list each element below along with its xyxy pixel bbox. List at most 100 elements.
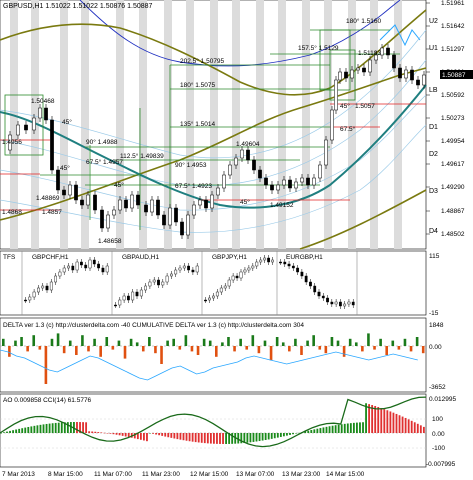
time-axis[interactable]: 7 Mar 2013 8 Mar 15:00 11 Mar 07:00 11 Mar … <box>2 471 365 478</box>
ao-bar <box>176 433 179 440</box>
delta-bar <box>409 346 413 352</box>
ao-bar <box>185 433 188 441</box>
ao-bar <box>316 428 319 433</box>
delta-bar <box>275 337 279 346</box>
delta-bar <box>300 346 303 355</box>
ann-45-5: 45° <box>340 102 350 110</box>
ao-bar <box>304 431 307 433</box>
ao-bar <box>298 432 301 434</box>
price-tick: 1.50592 <box>441 92 465 99</box>
ao-bar <box>334 425 337 433</box>
ann-90-2: 90° 1.4953 <box>175 161 207 169</box>
delta-bar <box>129 338 133 346</box>
ao-bar <box>322 427 325 433</box>
ann-15057: 1.5057 <box>355 103 375 110</box>
tfs-candles <box>24 255 355 309</box>
delta-bar <box>348 338 352 346</box>
ao-bar <box>88 431 91 433</box>
price-axis[interactable]: 1.519611.516421.512971.510011.505921.502… <box>426 0 465 238</box>
ao-bar <box>343 423 346 433</box>
ao-bar <box>359 422 361 433</box>
delta-bar <box>397 346 401 350</box>
ao-bar <box>149 433 151 434</box>
delta-bar <box>26 346 29 352</box>
ao-bar <box>209 433 212 444</box>
ao-bar <box>325 426 328 433</box>
ao-bar <box>0 433 2 434</box>
ao-bar <box>328 426 331 433</box>
ao-axis-top: 0.012995 <box>429 396 456 403</box>
tfs-panel[interactable]: TFS GBPCHF,H1 GBPAUD,H1 GBPJPY,H1 EURGBP… <box>0 250 440 317</box>
ao-axis-bottom: -0.007995 <box>426 461 456 468</box>
cci-line <box>0 396 427 448</box>
ann-45-1: 45° <box>62 118 72 126</box>
olive-ma-upper <box>0 9 427 96</box>
ao-bar <box>213 433 215 444</box>
ao-bars <box>0 403 425 444</box>
delta-bar <box>306 340 309 346</box>
ao-bar <box>60 422 63 433</box>
ao-bar <box>416 423 419 433</box>
ao-bar <box>383 409 386 433</box>
ao-bar <box>365 403 367 433</box>
tfs-axis-top: 115 <box>429 253 440 260</box>
price-tick: 1.49954 <box>441 138 465 145</box>
delta-bar <box>324 346 328 354</box>
delta-bar <box>184 335 188 346</box>
chart-title: GBPUSD,H1 1.51022 1.51022 1.50876 1.5088… <box>3 3 153 10</box>
ann-150468: 1.50468 <box>31 98 55 105</box>
ao-bar <box>9 430 11 433</box>
ao-bar <box>118 433 121 436</box>
tfs-pair-gbpaud: GBPAUD,H1 <box>122 254 159 261</box>
delta-panel[interactable]: DELTA ver 1.3 (c) http://clusterdelta.co… <box>0 317 446 393</box>
ao-bar <box>27 426 30 433</box>
time-tick: 12 Mar 15:00 <box>190 471 229 478</box>
delta-bar <box>421 346 425 354</box>
delta-bar <box>202 338 206 346</box>
ao-bar <box>286 433 288 436</box>
ao-bar <box>279 433 282 437</box>
ao-bar <box>51 423 54 433</box>
ao-bar <box>225 433 227 444</box>
tfs-pair-gbpchf: GBPCHF,H1 <box>32 254 69 261</box>
delta-bar <box>123 346 127 359</box>
delta-bar <box>312 335 315 346</box>
ann-180-2: 180° 1.5075 <box>180 81 216 89</box>
ao-bar <box>69 422 72 433</box>
ann-148869: 1.48869 <box>36 195 60 202</box>
main-panel[interactable]: 180° 1.5160 157.5° 1.5129 1.51183 202.5°… <box>0 0 438 250</box>
ao-bar <box>76 422 78 433</box>
tfs-pair-eurgbp: EURGBP,H1 <box>286 254 323 261</box>
ao-bar <box>331 425 334 433</box>
ao-bar <box>30 426 33 433</box>
ann-149152: 1.49152 <box>270 202 294 209</box>
gann-levels <box>4 29 400 230</box>
ao-bar <box>133 433 136 439</box>
ao-axis-minus100: -100 <box>432 445 445 452</box>
ao-bar <box>349 423 352 433</box>
ao-bar <box>173 433 176 439</box>
ao-bar <box>33 425 36 433</box>
ao-bar <box>85 422 88 433</box>
delta-bar <box>38 346 42 350</box>
delta-bar <box>62 346 66 354</box>
ao-bar <box>237 433 240 444</box>
delta-bar <box>281 342 285 346</box>
delta-bar <box>111 346 115 350</box>
ao-bar <box>15 429 18 433</box>
ao-panel[interactable]: AO 0.009858 CCI(14) 61.5776 0.012995 100… <box>0 393 456 468</box>
ann-45-3: 45° <box>114 181 124 189</box>
ao-bar <box>36 425 39 433</box>
ao-bar <box>368 404 371 433</box>
ao-bar <box>66 422 69 433</box>
ao-bar <box>346 423 349 433</box>
ao-title: AO 0.009858 CCI(14) 61.5776 <box>3 397 92 404</box>
ao-bar <box>216 433 218 444</box>
delta-bar <box>75 346 78 355</box>
ao-bar <box>24 427 27 433</box>
ao-bar <box>422 426 425 433</box>
delta-bar <box>117 340 121 346</box>
delta-bar <box>32 335 36 346</box>
